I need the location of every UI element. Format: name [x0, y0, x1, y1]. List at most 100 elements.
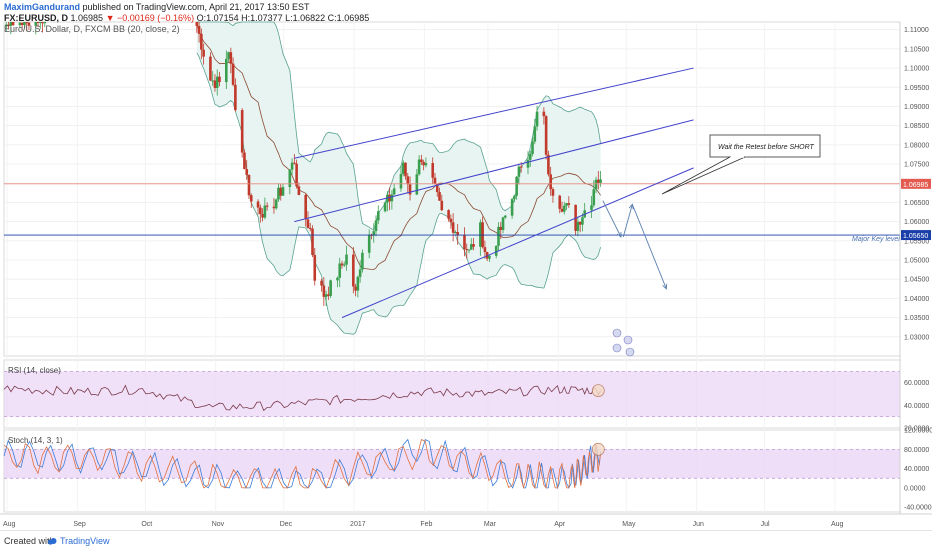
tradingview-cloud-icon: [47, 538, 57, 545]
candle-body: [386, 194, 389, 203]
candle-body: [354, 286, 357, 291]
candle-body: [372, 231, 376, 236]
candle-body: [288, 169, 292, 188]
last-price: 1.06985: [70, 13, 104, 23]
candle-body: [472, 244, 475, 247]
candle-body: [417, 159, 421, 175]
candle-body: [435, 183, 439, 193]
candle-body: [313, 254, 317, 281]
candle-body: [229, 52, 233, 64]
candle-body: [581, 217, 584, 225]
candle-body: [388, 194, 391, 202]
candle-body: [533, 126, 537, 142]
candle-body: [263, 205, 267, 218]
candle-body: [43, 22, 47, 24]
candle-body: [390, 194, 394, 202]
stoch-d-line: [3, 439, 601, 489]
candle-body: [404, 162, 407, 177]
y-tick-5: 1.08500: [904, 123, 929, 130]
author-link[interactable]: MaximGandurand: [4, 2, 81, 12]
candle-body: [438, 192, 441, 201]
candle-body: [293, 162, 296, 164]
x-tick-4: Dec: [280, 521, 293, 528]
trendline-1: [294, 119, 694, 223]
candle-body: [34, 22, 38, 26]
candle-body: [542, 111, 546, 117]
candle-body: [565, 203, 568, 206]
candle-body: [290, 162, 294, 170]
y-tick-16: 1.03000: [904, 334, 929, 341]
x-tick-2: Oct: [141, 521, 152, 528]
candle-body: [38, 22, 42, 23]
callout-text: Wait the Retest before SHORT: [718, 144, 815, 151]
ohlc-values: O:1.07154 H:1.07377 L:1.06822 C:1.06985: [196, 13, 370, 23]
candle-body: [531, 141, 534, 154]
y-tick-3: 1.09500: [904, 85, 929, 92]
y-tick-1: 1.10500: [904, 46, 929, 53]
bb-lower-band: [196, 52, 601, 335]
candle-body: [488, 255, 491, 259]
candle-body: [311, 228, 314, 255]
callout-pointer: [661, 156, 746, 195]
candle-body: [306, 219, 310, 229]
stoch-y-tick-0: 120.0000: [904, 428, 932, 435]
candle-body: [494, 245, 498, 256]
candle-body: [200, 33, 203, 50]
y-tick-4: 1.09000: [904, 104, 929, 111]
candle-body: [231, 63, 235, 85]
candle-body: [41, 22, 44, 24]
tradingview-brand[interactable]: TradingView: [60, 536, 110, 546]
candle-body: [279, 187, 283, 196]
y-tick-7: 1.07500: [904, 162, 929, 169]
y-tick-15: 1.03500: [904, 315, 929, 322]
candle-body: [469, 244, 473, 250]
price-change: ▼ −0.00169 (−0.16%): [105, 13, 195, 23]
candle-body: [544, 116, 548, 155]
candle-body: [340, 263, 344, 266]
key-level-tag: [901, 230, 931, 241]
symbol-label: FX:EURUSD, D: [4, 13, 69, 23]
candle-body: [327, 294, 330, 296]
projection-arrowhead-0: [616, 231, 622, 238]
instrument-name: Euro/U.S. Dollar, D, FXCM: [4, 24, 111, 34]
candle-body: [483, 247, 487, 252]
candle-body: [415, 174, 419, 195]
candle-body: [592, 189, 596, 206]
candle-body: [463, 235, 466, 250]
current-price-tag: [901, 178, 931, 189]
candle-body: [560, 208, 564, 212]
candle-body: [308, 228, 312, 230]
candle-body: [245, 169, 249, 175]
current-price-label: 1.06985: [903, 182, 928, 189]
y-tick-12: 1.05000: [904, 258, 929, 265]
candle-body: [383, 202, 387, 212]
candle-body: [401, 162, 405, 174]
candle-body: [392, 188, 396, 195]
candle-body: [27, 22, 31, 26]
candle-body: [374, 220, 378, 232]
bb-indicator-label: BB (20, close, 2): [113, 24, 180, 34]
candle-body: [504, 215, 507, 218]
candle-body: [578, 221, 582, 225]
candle-body: [517, 166, 521, 177]
rsi-line: [3, 384, 601, 412]
projection-arrowhead-2: [662, 283, 668, 290]
trendline-2: [341, 167, 694, 319]
rsi-y-tick-1: 40.0000: [904, 403, 929, 410]
candle-body: [454, 232, 457, 234]
candle-body: [358, 269, 362, 277]
candle-body: [528, 153, 532, 160]
candle-body: [352, 254, 355, 287]
candle-body: [519, 166, 523, 168]
candle-body: [240, 110, 244, 153]
candle-body: [406, 176, 410, 185]
candle-body: [515, 176, 518, 196]
publish-line: MaximGandurand published on TradingView.…: [4, 2, 310, 12]
y-tick-9: 1.06500: [904, 200, 929, 207]
stoch-y-tick-3: 0.0000: [904, 485, 926, 492]
x-tick-11: Jul: [761, 521, 770, 528]
projection-arrow-2: [631, 204, 667, 289]
bb-basis: [196, 25, 601, 271]
candle-body: [227, 52, 230, 59]
